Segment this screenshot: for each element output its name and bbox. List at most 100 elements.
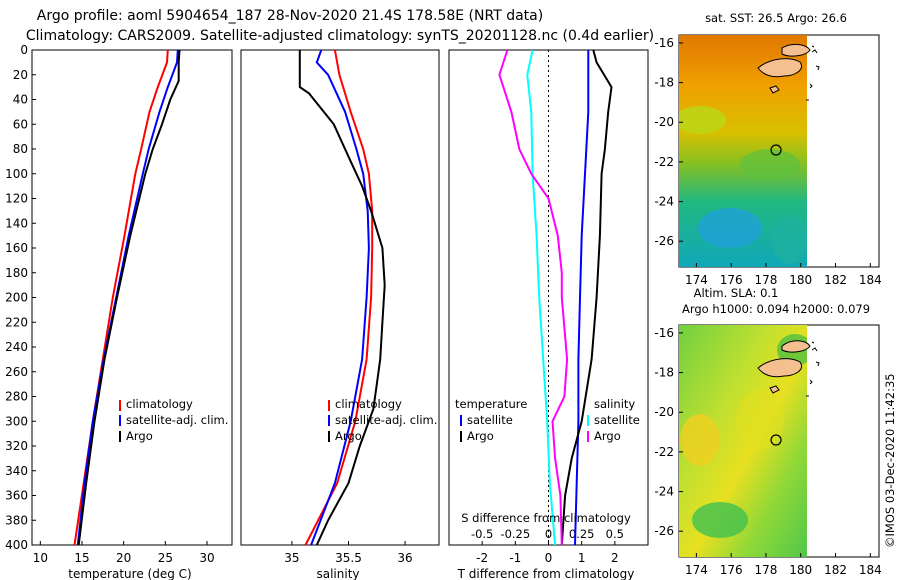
legend-heading-salinity: salinity — [594, 397, 635, 411]
y-tick-label: 100 — [5, 167, 28, 181]
legend-label-climatology: climatology — [126, 397, 193, 411]
series-line-argo — [298, 50, 386, 546]
x-tick-label: 2 — [611, 551, 619, 565]
x-tick-label: 10 — [33, 551, 48, 565]
salinity-panel: 35 35.5 36 salinity climatology satellite-… — [240, 49, 440, 580]
island-viti-levu — [757, 58, 802, 78]
sst-map-panel: sat. SST: 26.5 Argo: 26.6 174 176 178 180 18… — [654, 11, 881, 287]
sla-map-title: Altim. SLA: 0.1 — [694, 286, 779, 300]
sla-map-panel: Altim. SLA: 0.1 Argo h1000: 0.094 h2000:… — [654, 286, 881, 577]
y-tick-label: 140 — [5, 216, 28, 230]
map-x-tick-label: 180 — [789, 273, 812, 287]
difference-legend-temperature: temperature satellite Argo — [455, 397, 527, 443]
x-tick-label: 0 — [545, 551, 553, 565]
temperature-panel: 0 20 40 60 80 100 120 140 160 180 200 220 240 260 280 3… — [5, 43, 453, 580]
map-x-tick-label: 182 — [824, 563, 847, 577]
argo-location-marker — [770, 434, 782, 446]
salinity-diff-tick-label: -0.25 — [500, 527, 530, 541]
x-tick-label: -2 — [476, 551, 488, 565]
temperature-difference-xlabel: T difference from climatology — [457, 567, 635, 580]
y-tick-label: 380 — [5, 513, 28, 527]
sst-patch-cool — [698, 208, 762, 248]
legend-heading-temperature: temperature — [455, 397, 527, 411]
y-tick-label: 40 — [13, 93, 28, 107]
temperature-legend: climatology satellite-adj. clim. Argo — [119, 397, 228, 443]
x-tick-label: 20 — [116, 551, 131, 565]
y-tick-label: 300 — [5, 414, 28, 428]
legend-label-temp-satellite: satellite — [467, 413, 513, 427]
salinity-diff-tick-label: 0 — [545, 527, 552, 541]
series-line-temperature-argo — [560, 49, 613, 546]
map-y-tick-label: -18 — [654, 366, 674, 380]
map-x-tick-label: 174 — [685, 273, 708, 287]
series-line-argo — [77, 49, 181, 546]
x-tick-label: 1 — [578, 551, 586, 565]
difference-panel: -2 -1 0 1 2 -0.5 -0.25 0 0.25 0.5 S difference f… — [448, 49, 649, 580]
argo-location-marker — [770, 144, 782, 156]
map-y-tick-label: -24 — [654, 485, 674, 499]
salinity-diff-tick-label: -0.5 — [471, 527, 493, 541]
sst-patch-warm — [679, 106, 726, 134]
island-lau-group — [806, 341, 820, 397]
y-tick-label: 60 — [13, 117, 28, 131]
y-tick-label: 280 — [5, 390, 28, 404]
map-y-tick-label: -22 — [654, 155, 674, 169]
map-y-tick-label: -20 — [654, 115, 674, 129]
sst-map-title: sat. SST: 26.5 Argo: 26.6 — [705, 11, 847, 25]
map-x-tick-label: 180 — [789, 563, 812, 577]
fiji-islands-bottom — [757, 340, 820, 397]
salinity-diff-tick-label: 0.5 — [606, 527, 624, 541]
temperature-xlabel: temperature (deg C) — [68, 567, 191, 580]
x-tick-label: 15 — [74, 551, 89, 565]
difference-legend-salinity: salinity satellite Argo — [587, 397, 640, 443]
y-tick-label: 360 — [5, 489, 28, 503]
y-tick-label: 80 — [13, 142, 28, 156]
x-tick-label: 30 — [199, 551, 214, 565]
map-x-tick-label: 178 — [755, 563, 778, 577]
island-kadavu — [769, 85, 780, 94]
legend-label-sal-satellite: satellite — [594, 413, 640, 427]
map-y-tick-label: -24 — [654, 195, 674, 209]
x-tick-label: 36 — [397, 551, 412, 565]
temperature-axes-frame — [31, 49, 233, 546]
sla-patch-high — [680, 414, 720, 466]
sla-map-subtitle: Argo h1000: 0.094 h2000: 0.079 — [682, 302, 870, 316]
map-y-tick-label: -26 — [654, 524, 674, 538]
sst-patch-cool-2 — [772, 216, 807, 264]
map-x-tick-label: 184 — [859, 563, 882, 577]
series-line-satellite-adj-clim — [76, 49, 179, 546]
salinity-difference-label: S difference from climatology — [461, 511, 631, 525]
map-y-tick-label: -16 — [654, 326, 674, 340]
island-lau-group — [806, 45, 820, 101]
sst-field — [679, 35, 807, 267]
y-tick-label: 180 — [5, 266, 28, 280]
map-x-tick-label: 176 — [720, 563, 743, 577]
imos-credit: ©IMOS 03-Dec-2020 11:42:35 — [883, 373, 897, 548]
legend-label-satellite: satellite-adj. clim. — [335, 413, 437, 427]
legend-label-temp-argo: Argo — [467, 429, 494, 443]
map-y-tick-label: -22 — [654, 445, 674, 459]
legend-label-sal-argo: Argo — [594, 429, 621, 443]
y-tick-label: 200 — [5, 291, 28, 305]
x-tick-label: 25 — [158, 551, 173, 565]
legend-label-argo: Argo — [126, 429, 153, 443]
map-x-tick-label: 184 — [859, 273, 882, 287]
y-tick-label: 120 — [5, 192, 28, 206]
island-vanua-levu — [781, 43, 811, 57]
map-y-tick-label: -18 — [654, 76, 674, 90]
legend-label-climatology: climatology — [335, 397, 402, 411]
y-tick-label: 160 — [5, 241, 28, 255]
sla-patch-low — [692, 502, 748, 538]
map-x-tick-label: 178 — [755, 273, 778, 287]
y-tick-label: 340 — [5, 464, 28, 478]
island-vanua-levu — [781, 340, 811, 353]
y-tick-label: 20 — [13, 68, 28, 82]
island-viti-levu — [757, 358, 802, 378]
series-line-temperature-satellite — [574, 50, 590, 546]
y-tick-label: 0 — [20, 43, 28, 57]
series-line-climatology — [304, 49, 374, 546]
x-tick-label: 35.5 — [335, 551, 362, 565]
map-x-tick-label: 176 — [720, 273, 743, 287]
map-x-tick-label: 174 — [685, 563, 708, 577]
